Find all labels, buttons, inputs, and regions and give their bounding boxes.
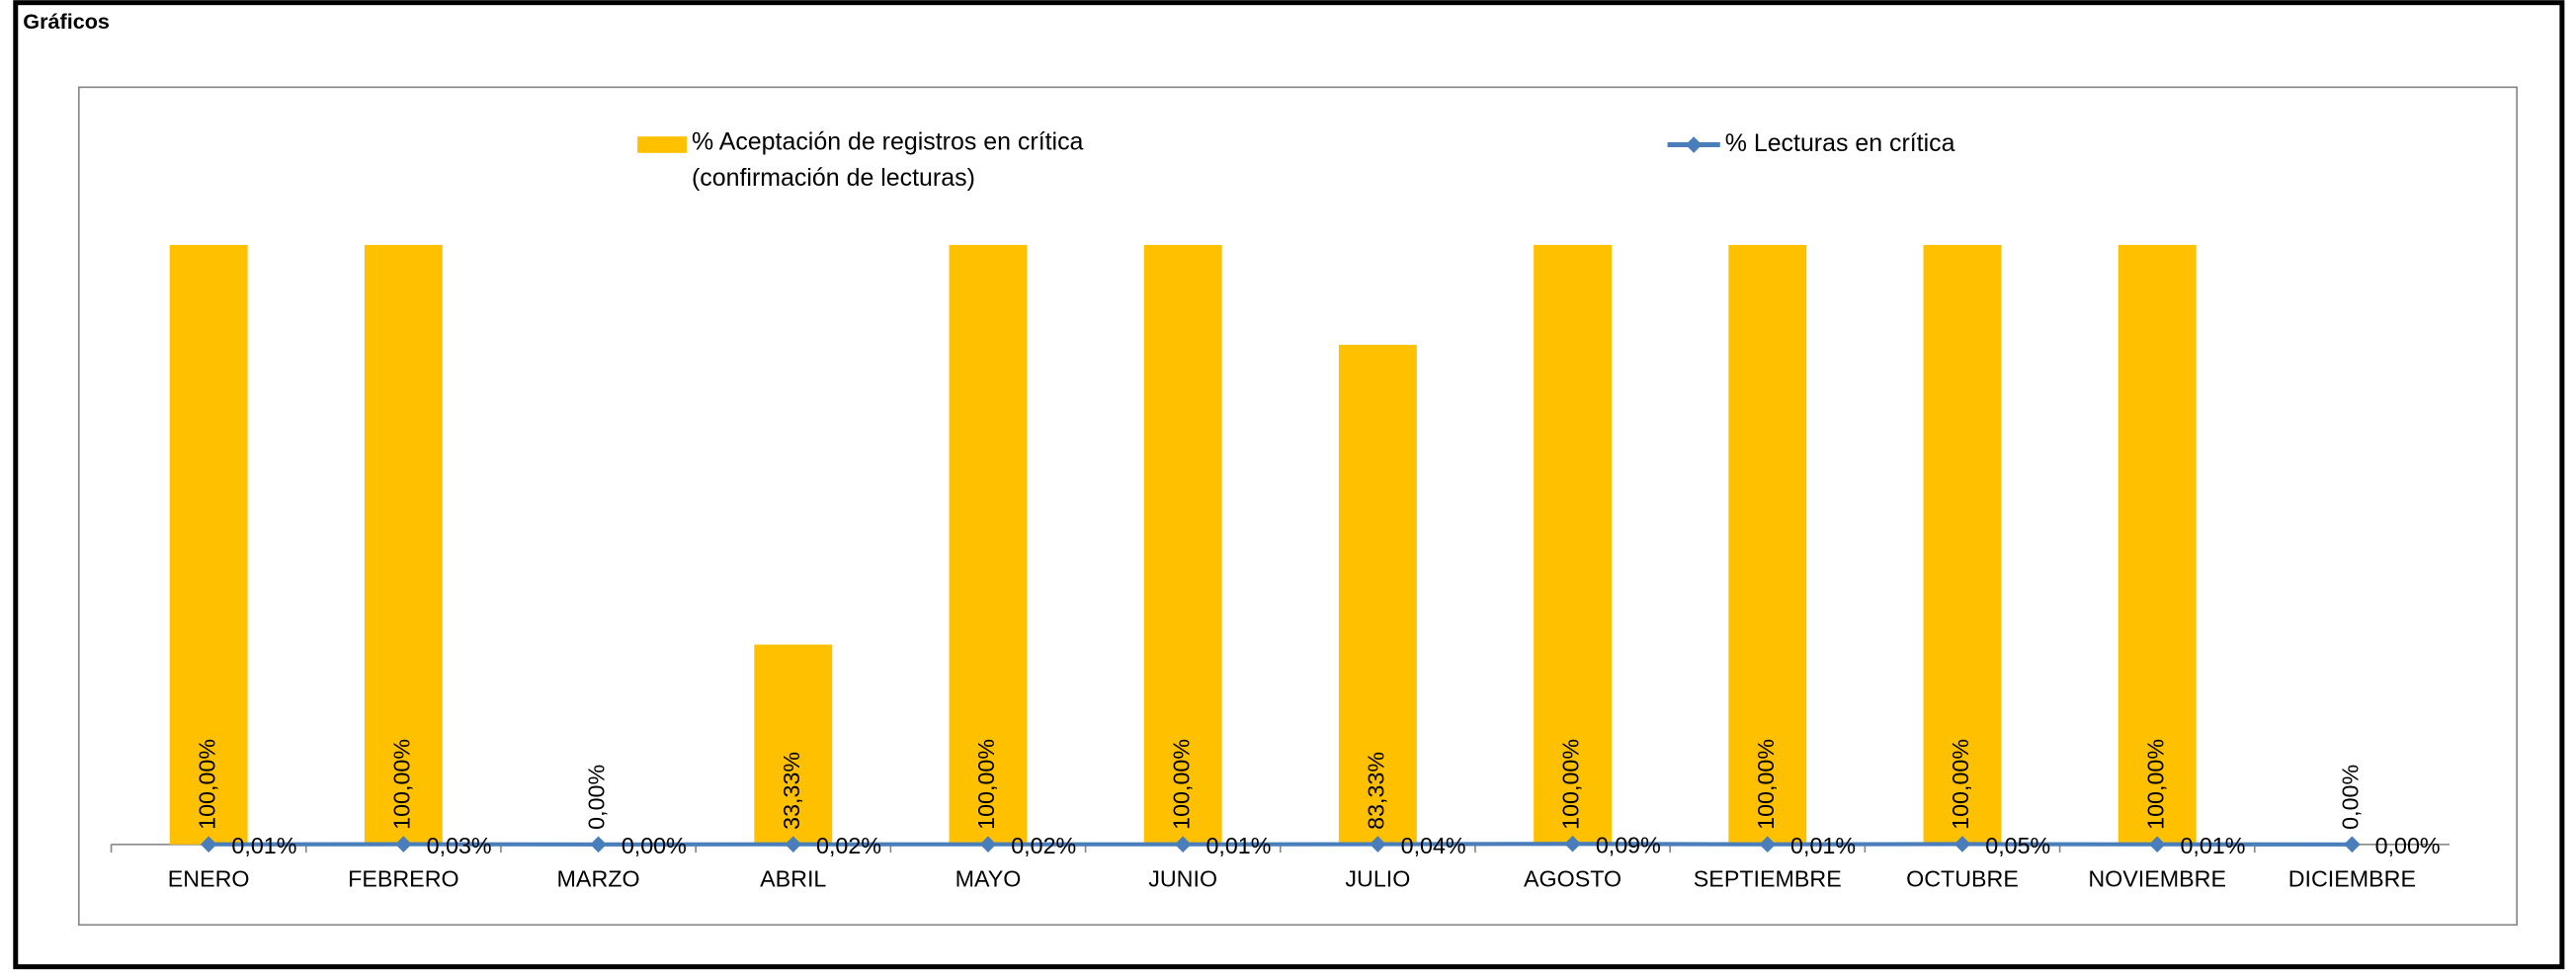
line-value-label: 0,01%	[1205, 833, 1271, 858]
line-value-label: 0,03%	[427, 833, 492, 858]
x-tick-label: NOVIEMBRE	[2088, 866, 2226, 892]
x-tick-label: MARZO	[557, 866, 640, 892]
line-marker	[1564, 835, 1581, 853]
x-tick-label: JULIO	[1345, 866, 1410, 892]
legend-label: % Aceptación de registros en crítica (co…	[691, 127, 1084, 193]
line-value-label: 0,01%	[2180, 833, 2245, 858]
x-tick-label: JUNIO	[1148, 866, 1217, 892]
bar-value-label: 33,33%	[779, 752, 804, 830]
x-tick-label: ABRIL	[760, 866, 826, 892]
legend-item: % Aceptación de registros en crítica (co…	[691, 127, 1084, 193]
line-marker	[979, 836, 997, 853]
bar-value-label: 83,33%	[1364, 752, 1389, 830]
bar	[754, 644, 833, 845]
page-title: Gráficos	[23, 9, 110, 34]
bar-value-label: 100,00%	[1948, 739, 1973, 830]
line-value-label: 0,00%	[2375, 833, 2441, 858]
bar	[364, 244, 443, 845]
bar	[1923, 244, 2002, 845]
line-value-label: 0,01%	[1790, 833, 1856, 858]
line-value-label: 0,00%	[622, 833, 687, 858]
line-value-label: 0,09%	[1596, 833, 1661, 858]
chart-area	[77, 86, 2518, 927]
line-value-label: 0,05%	[1985, 833, 2050, 858]
x-tick-label: ENERO	[168, 866, 250, 892]
bar	[1143, 244, 1222, 845]
line-marker	[2344, 836, 2361, 854]
bar-value-label: 100,00%	[2142, 739, 2168, 830]
line-marker	[395, 836, 412, 853]
bar-value-label: 0,00%	[584, 765, 610, 830]
legend-label: % Lecturas en crítica	[1725, 129, 1955, 157]
x-tick-label: DICIEMBRE	[2288, 866, 2416, 892]
x-tick-label: FEBRERO	[348, 866, 458, 892]
bar	[2118, 244, 2197, 845]
x-tick-label: AGOSTO	[1524, 866, 1621, 892]
bar	[1728, 244, 1807, 845]
x-tick-label: SEPTIEMBRE	[1694, 866, 1842, 892]
bar-value-label: 100,00%	[1753, 739, 1779, 830]
bar-value-label: 100,00%	[389, 739, 415, 830]
bar	[1338, 345, 1417, 845]
bar-value-label: 100,00%	[973, 739, 999, 830]
bar-value-label: 100,00%	[194, 739, 219, 830]
bar	[1534, 244, 1613, 845]
line	[208, 842, 2353, 847]
x-tick-label: OCTUBRE	[1906, 866, 2019, 892]
legend-marker	[1685, 136, 1703, 153]
line-value-label: 0,02%	[816, 833, 881, 858]
bar	[949, 244, 1028, 845]
bar	[169, 244, 248, 845]
legend-swatch	[637, 136, 687, 153]
x-tick-label: MAYO	[956, 866, 1022, 892]
line-value-label: 0,04%	[1401, 833, 1466, 858]
line-value-label: 0,02%	[1011, 833, 1076, 858]
bar-value-label: 0,00%	[2338, 765, 2364, 830]
line-value-label: 0,01%	[231, 833, 296, 858]
bar-value-label: 100,00%	[1558, 739, 1584, 830]
bar-value-label: 100,00%	[1168, 739, 1194, 830]
